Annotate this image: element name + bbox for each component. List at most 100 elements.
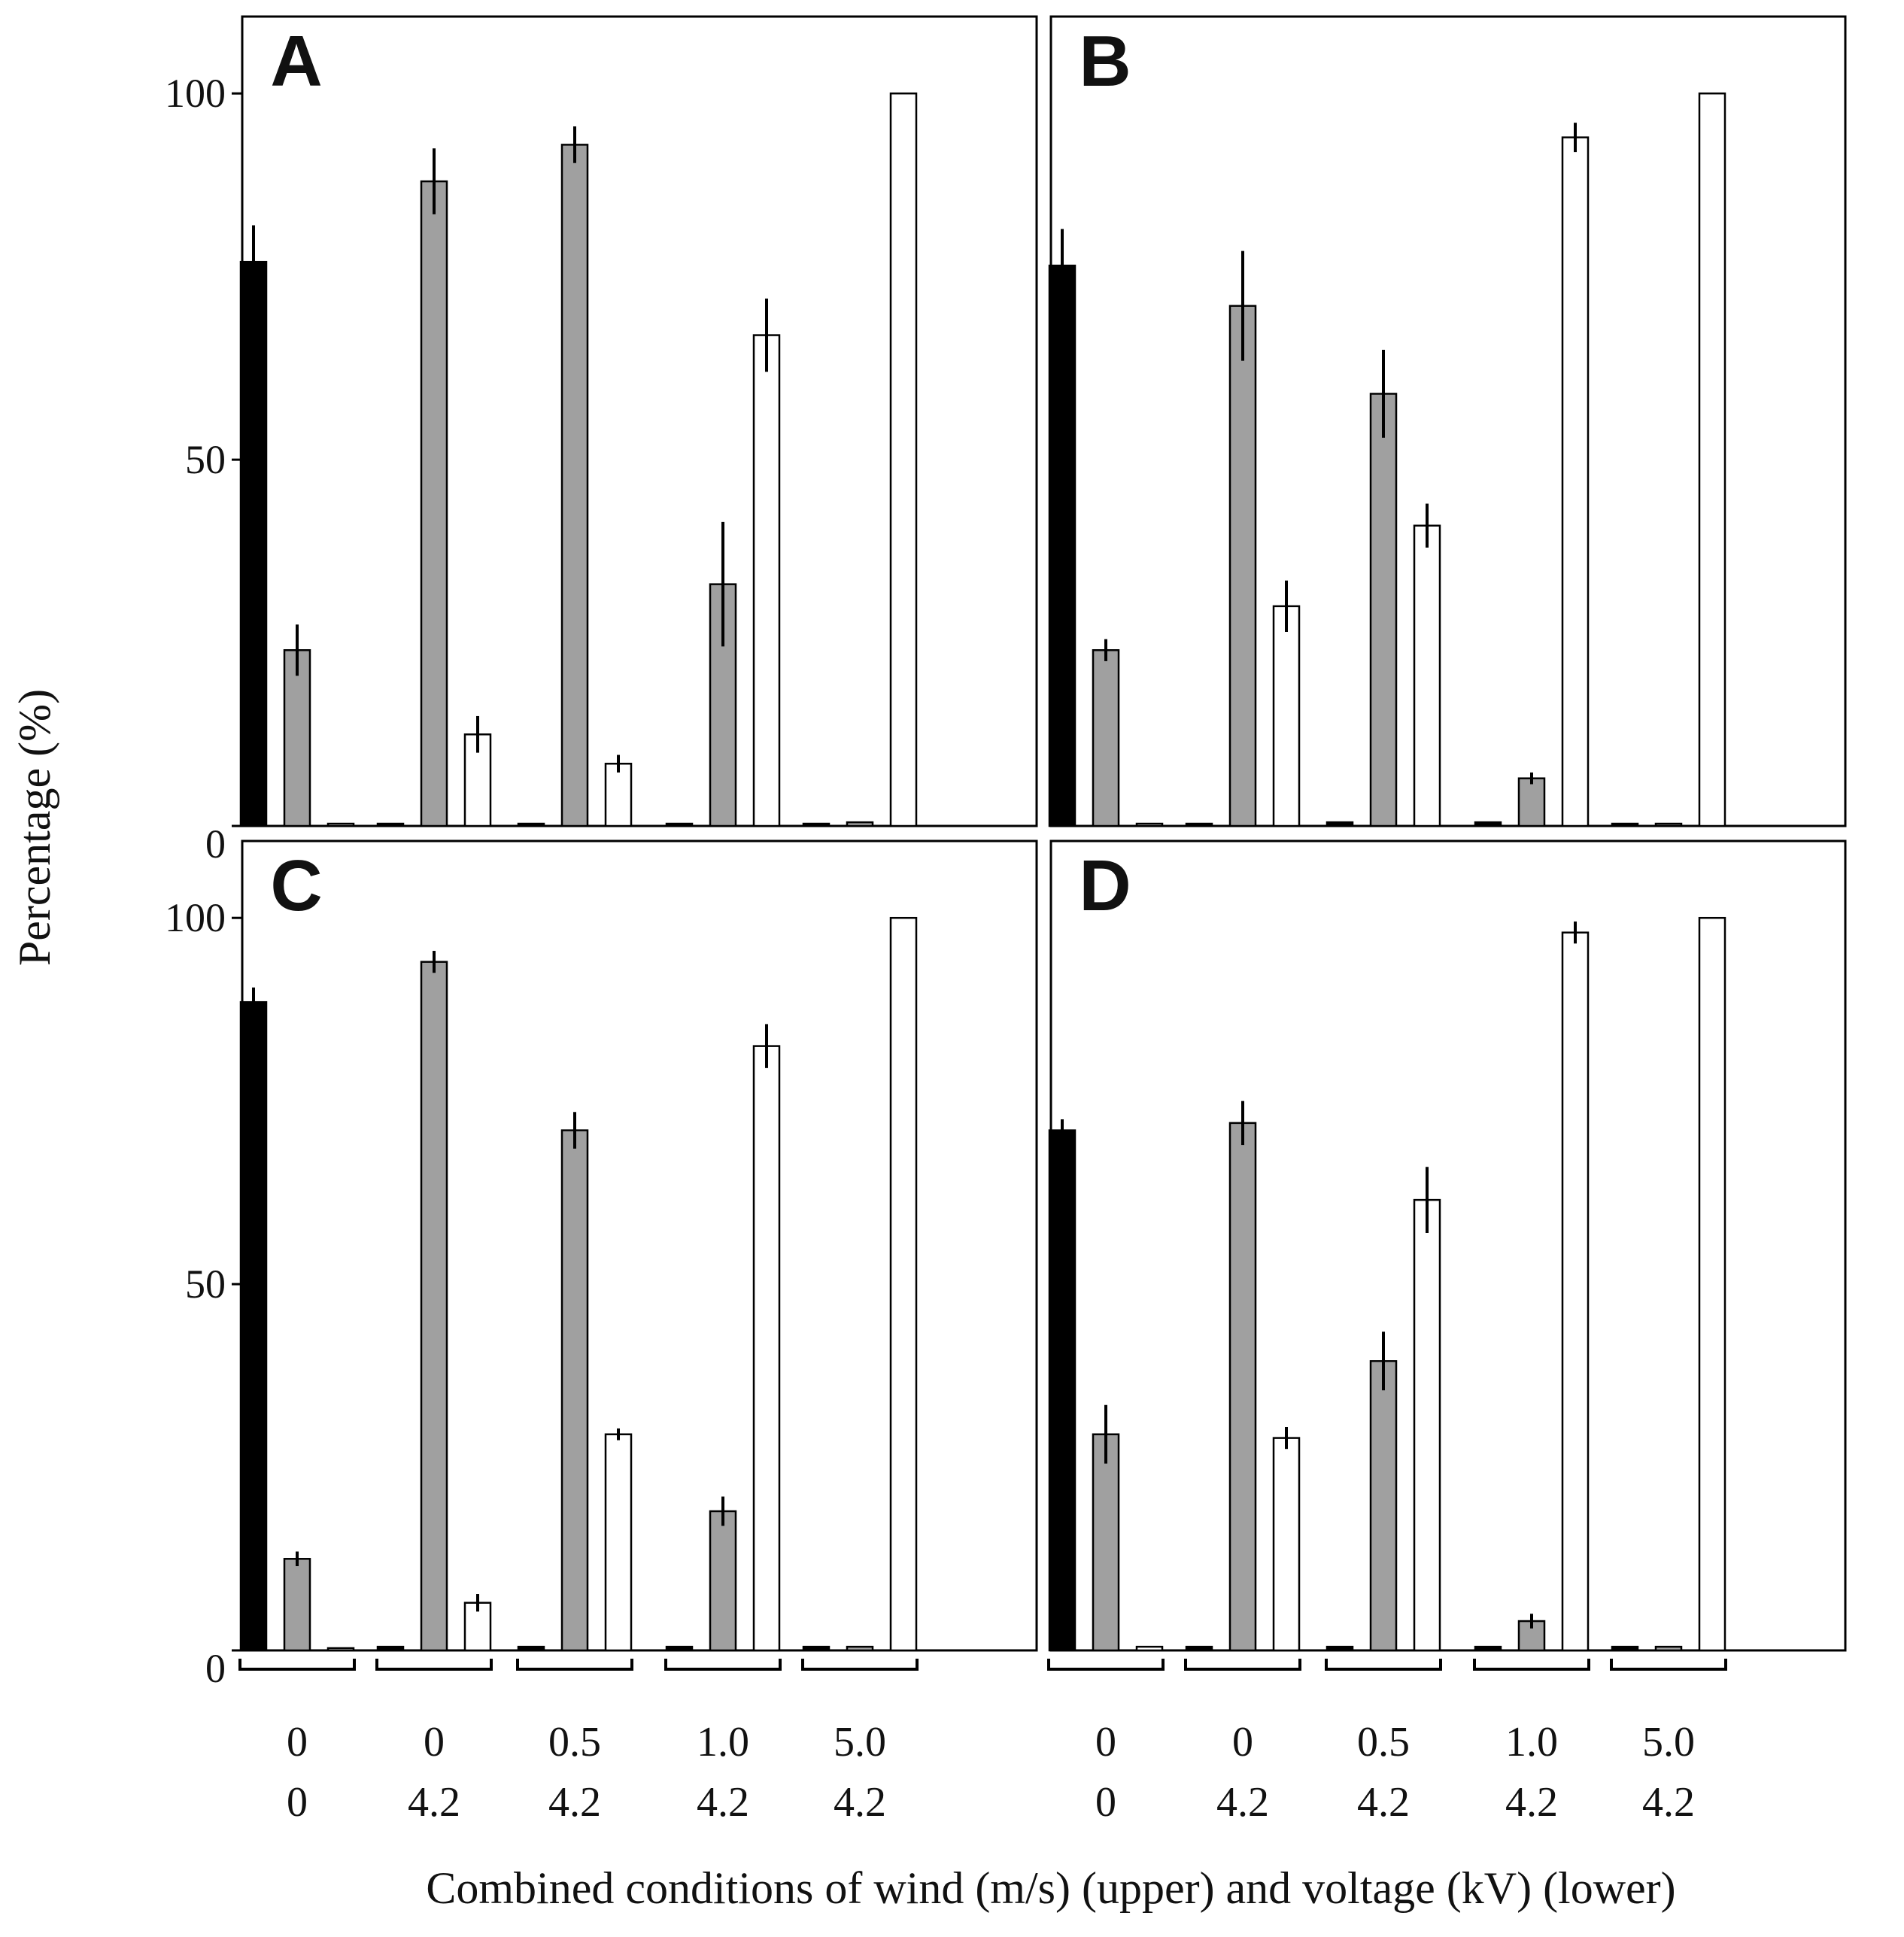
bar-gray-d-5 xyxy=(1654,1645,1683,1652)
bar-white-b-3 xyxy=(1413,524,1441,827)
group-bracket xyxy=(516,1659,633,1671)
bar-gray-d-3 xyxy=(1369,1360,1398,1652)
panel-letter: A xyxy=(270,21,322,102)
group-label-wind: 5.0 xyxy=(1642,1719,1695,1765)
y-tick-label: 0 xyxy=(205,1646,226,1691)
y-axis: 0 50 100 0 50 100 xyxy=(165,71,242,1691)
bar-gray-d-2 xyxy=(1228,1122,1257,1652)
bar-white-c-3 xyxy=(604,1433,633,1652)
group-label-wind: 0.5 xyxy=(548,1719,601,1765)
group-label-voltage: 4.2 xyxy=(1216,1779,1269,1826)
bar-white-b-4 xyxy=(1561,136,1590,827)
group-bracket xyxy=(375,1659,493,1671)
bar-gray-c-1 xyxy=(283,1558,311,1652)
bar-black-b-3 xyxy=(1326,821,1354,827)
panel-c: C xyxy=(239,839,1038,1652)
group-label-voltage: 4.2 xyxy=(834,1779,886,1826)
y-tick-label: 0 xyxy=(205,821,226,867)
bar-gray-c-4 xyxy=(709,1510,737,1652)
bar-white-d-4 xyxy=(1561,931,1590,1652)
y-axis-title: Percentage (%) xyxy=(10,689,59,966)
y-tick-label: 50 xyxy=(185,437,226,482)
bar-black-a-5 xyxy=(802,822,831,827)
bar-gray-a-1 xyxy=(283,649,311,827)
panel-b: B xyxy=(1048,15,1847,827)
bar-black-c-2 xyxy=(376,1645,405,1652)
bar-black-b-4 xyxy=(1474,821,1502,827)
panel-d: D xyxy=(1048,839,1847,1652)
group-label-wind: 1.0 xyxy=(1505,1719,1558,1765)
group-label-voltage: 4.2 xyxy=(1642,1779,1695,1826)
bar-gray-c-3 xyxy=(560,1129,589,1652)
bar-white-a-1 xyxy=(326,822,355,827)
bar-white-d-5 xyxy=(1698,916,1726,1652)
bar-gray-c-2 xyxy=(420,961,448,1652)
group-label-wind: 0 xyxy=(287,1719,308,1765)
bar-black-a-2 xyxy=(376,822,405,827)
bar-gray-d-1 xyxy=(1092,1433,1120,1652)
group-label-wind: 0.5 xyxy=(1357,1719,1410,1765)
bar-black-d-4 xyxy=(1474,1645,1502,1652)
bar-black-b-1 xyxy=(1048,264,1077,827)
group-label-wind: 5.0 xyxy=(834,1719,886,1765)
group-label-voltage: 0 xyxy=(1095,1779,1116,1826)
bar-white-a-3 xyxy=(604,762,633,827)
group-label-voltage: 4.2 xyxy=(408,1779,460,1826)
bar-black-c-3 xyxy=(517,1645,545,1652)
bar-gray-b-5 xyxy=(1654,822,1683,827)
group-label-wind: 0 xyxy=(1095,1719,1116,1765)
bar-white-c-5 xyxy=(889,916,918,1652)
bar-gray-b-4 xyxy=(1517,777,1546,827)
bar-gray-c-5 xyxy=(846,1645,874,1652)
bar-white-a-5 xyxy=(889,92,918,827)
bar-black-a-4 xyxy=(665,822,694,827)
x-axis-title: Combined conditions of wind (m/s) (upper… xyxy=(426,1863,1675,1913)
group-label-voltage: 4.2 xyxy=(697,1779,749,1826)
group-bracket xyxy=(1473,1659,1590,1671)
panel-letter: D xyxy=(1079,846,1131,926)
panel-letter: C xyxy=(270,846,322,926)
panels: A B C D xyxy=(239,15,1847,1652)
group-bracket xyxy=(238,1659,356,1671)
bar-white-a-4 xyxy=(752,334,781,827)
bar-black-c-4 xyxy=(665,1645,694,1652)
bar-black-d-3 xyxy=(1326,1645,1354,1652)
y-tick-label: 100 xyxy=(165,71,226,116)
panel-letter: B xyxy=(1079,21,1131,102)
bar-black-d-1 xyxy=(1048,1129,1077,1652)
bar-black-c-1 xyxy=(239,1000,268,1652)
bar-black-b-5 xyxy=(1611,822,1639,827)
panel-a: A xyxy=(239,15,1038,827)
bar-gray-a-2 xyxy=(420,180,448,827)
group-bracket xyxy=(1184,1659,1301,1671)
y-tick-label: 50 xyxy=(185,1261,226,1307)
group-bracket xyxy=(1325,1659,1442,1671)
bar-gray-b-2 xyxy=(1228,305,1257,827)
bar-gray-b-1 xyxy=(1092,649,1120,827)
group-label-voltage: 4.2 xyxy=(548,1779,601,1826)
group-label-voltage: 4.2 xyxy=(1505,1779,1558,1826)
group-label-wind: 1.0 xyxy=(697,1719,749,1765)
bar-gray-b-3 xyxy=(1369,393,1398,827)
bar-gray-a-5 xyxy=(846,821,874,827)
x-axis-groups: 0 0 0 4.2 0.5 4.2 1.0 4.2 5.0 4.2 0 0 0 4.2 0.5 4.2 1.0 4… xyxy=(238,1659,1727,1826)
group-bracket xyxy=(1047,1659,1165,1671)
bar-white-d-2 xyxy=(1272,1437,1301,1652)
bar-white-b-5 xyxy=(1698,92,1726,827)
bar-white-c-4 xyxy=(752,1045,781,1652)
bar-white-d-3 xyxy=(1413,1198,1441,1652)
group-bracket xyxy=(801,1659,919,1671)
group-label-voltage: 4.2 xyxy=(1357,1779,1410,1826)
group-label-voltage: 0 xyxy=(287,1779,308,1826)
bar-white-b-2 xyxy=(1272,605,1301,827)
group-bracket xyxy=(1610,1659,1727,1671)
bar-black-a-3 xyxy=(517,822,545,827)
bar-black-c-5 xyxy=(802,1645,831,1652)
y-tick-label: 100 xyxy=(165,895,226,940)
bar-gray-a-3 xyxy=(560,144,589,827)
bar-white-d-1 xyxy=(1135,1645,1164,1652)
bar-black-b-2 xyxy=(1185,822,1213,827)
bar-black-d-5 xyxy=(1611,1645,1639,1652)
bar-black-a-1 xyxy=(239,260,268,827)
